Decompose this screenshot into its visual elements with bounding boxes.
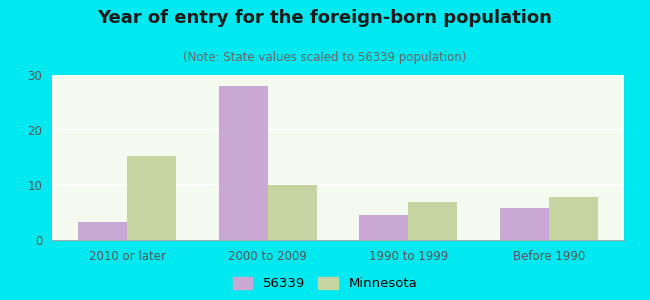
Text: (Note: State values scaled to 56339 population): (Note: State values scaled to 56339 popu… xyxy=(183,51,467,64)
Text: Year of entry for the foreign-born population: Year of entry for the foreign-born popul… xyxy=(98,9,552,27)
Bar xyxy=(359,215,408,240)
Bar xyxy=(549,197,598,240)
Bar xyxy=(78,222,127,240)
Bar xyxy=(218,86,268,240)
Bar xyxy=(500,208,549,240)
Bar xyxy=(268,185,317,240)
Bar xyxy=(127,156,176,240)
Legend: 56339, Minnesota: 56339, Minnesota xyxy=(233,277,417,290)
Bar xyxy=(408,202,458,240)
